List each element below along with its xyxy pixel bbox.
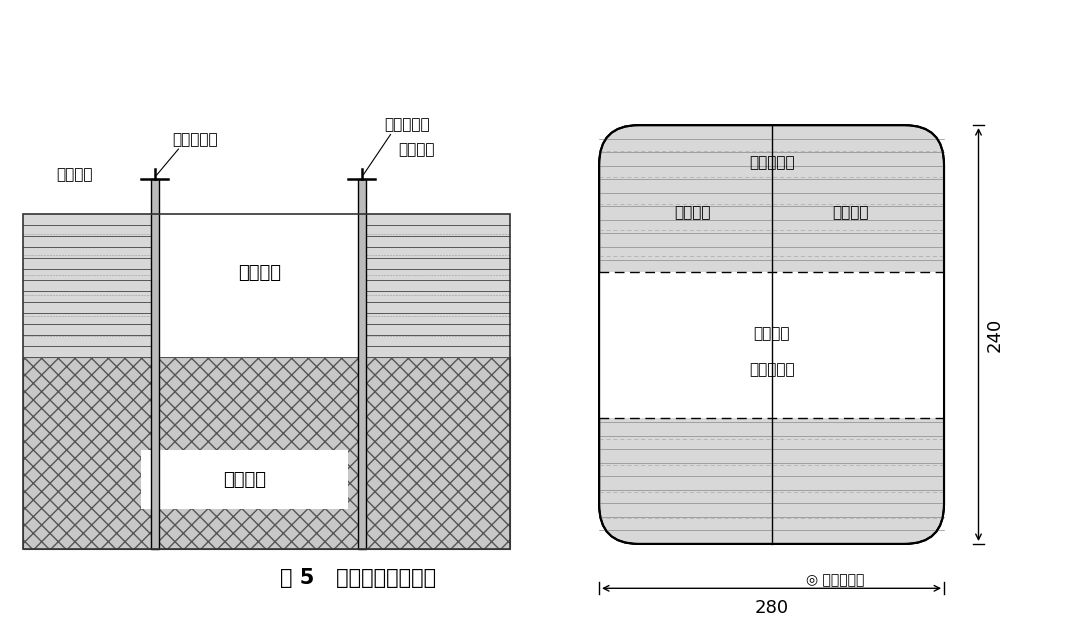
Bar xyxy=(599,271,944,418)
Bar xyxy=(358,180,366,549)
Bar xyxy=(366,214,510,357)
Text: 施工区域: 施工区域 xyxy=(753,326,790,341)
Text: 钢板桩围堰: 钢板桩围堰 xyxy=(749,155,794,170)
FancyBboxPatch shape xyxy=(599,125,944,544)
Text: ◎ 拉森钢板桩: ◎ 拉森钢板桩 xyxy=(806,573,864,587)
Bar xyxy=(23,214,159,357)
Text: 池内蓄水: 池内蓄水 xyxy=(833,205,870,221)
Text: 淤泥质土: 淤泥质土 xyxy=(223,471,265,489)
Text: 池内蓄水: 池内蓄水 xyxy=(56,167,93,182)
Bar xyxy=(151,180,159,549)
Text: 240: 240 xyxy=(985,317,1003,352)
Bar xyxy=(159,214,366,357)
Text: 施工区域: 施工区域 xyxy=(237,264,281,282)
Text: 池内蓄水: 池内蓄水 xyxy=(674,205,710,221)
Bar xyxy=(23,357,510,549)
Text: 280: 280 xyxy=(754,599,789,617)
Bar xyxy=(141,450,347,510)
Bar xyxy=(23,214,510,549)
Text: 图 5   钢板桩围堰示意图: 图 5 钢板桩围堰示意图 xyxy=(279,568,436,589)
Text: 钢板桩围堰: 钢板桩围堰 xyxy=(384,118,429,133)
Text: 池内蓄水: 池内蓄水 xyxy=(398,143,435,157)
Text: 钢板桩围堰: 钢板桩围堰 xyxy=(173,133,218,147)
Text: 钢板桩围堰: 钢板桩围堰 xyxy=(749,362,794,377)
